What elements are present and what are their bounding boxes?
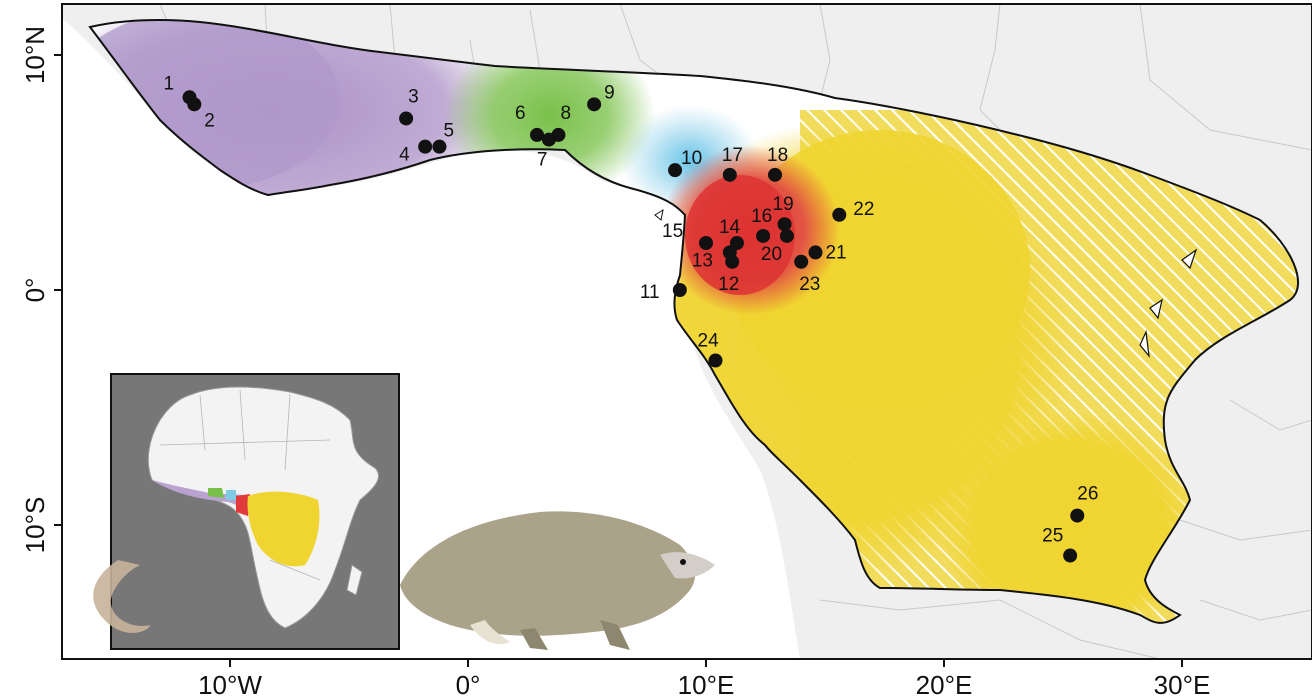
lon-tick-label: 0° xyxy=(456,670,481,700)
sampling-site-label: 17 xyxy=(722,145,743,166)
africa-inset-map xyxy=(110,373,400,650)
sampling-site-label: 7 xyxy=(537,150,548,171)
lat-tick-label: 0° xyxy=(20,278,50,303)
sampling-site-label: 25 xyxy=(1042,526,1063,547)
sampling-site-label: 9 xyxy=(604,82,615,103)
sampling-site-label: 12 xyxy=(718,274,739,295)
sampling-site-marker xyxy=(551,127,566,142)
sampling-site-marker xyxy=(777,217,792,232)
lon-tick-label: 20°E xyxy=(916,670,973,700)
sampling-site-marker xyxy=(699,236,713,250)
sampling-site-label: 6 xyxy=(515,103,526,124)
sampling-site-marker xyxy=(668,163,683,178)
sampling-site-label: 22 xyxy=(853,199,874,220)
sampling-site-label: 10 xyxy=(681,148,702,169)
sampling-site-label: 18 xyxy=(767,145,788,166)
lat-tick-label: 10°N xyxy=(20,26,50,84)
sampling-site-marker xyxy=(587,97,602,112)
lake-shape xyxy=(1181,248,1198,270)
sampling-site-label: 15 xyxy=(662,221,683,242)
pangolin-icon xyxy=(93,511,715,650)
island-shape xyxy=(654,208,664,221)
lon-tick-label: 30°E xyxy=(1154,670,1211,700)
sampling-site-marker xyxy=(530,127,545,142)
sampling-site-marker xyxy=(672,283,687,297)
sampling-site-marker xyxy=(794,254,809,269)
sampling-site-label: 14 xyxy=(719,217,741,238)
axis-ticks xyxy=(54,54,1183,667)
sampling-site-marker xyxy=(832,207,847,222)
sampling-site-marker xyxy=(187,97,202,112)
sampling-site-label: 5 xyxy=(443,121,454,142)
lon-tick-label: 10°W xyxy=(198,670,262,700)
sampling-site-label: 4 xyxy=(399,145,410,166)
sampling-site-marker xyxy=(779,228,794,243)
sampling-site-label: 1 xyxy=(164,73,175,94)
lat-tick-label: 10°S xyxy=(20,497,50,554)
sampling-site-marker xyxy=(399,111,414,126)
lake-shape xyxy=(1149,298,1163,320)
sampling-site-label: 13 xyxy=(692,250,713,271)
sampling-site-label: 8 xyxy=(560,103,571,124)
sampling-site-marker xyxy=(768,167,783,182)
sampling-site-label: 19 xyxy=(773,194,794,215)
sampling-site-marker xyxy=(708,353,723,368)
range-outline xyxy=(88,18,1300,624)
sampling-site-label: 2 xyxy=(204,110,215,131)
lake-shape xyxy=(1139,329,1150,358)
sampling-site-label: 16 xyxy=(751,206,772,227)
sampling-site-label: 20 xyxy=(761,244,782,265)
axis-labels: 10°W 0° 10°E 20°E 30°E 10°N 0° 10°S xyxy=(20,26,1210,700)
sampling-site-marker xyxy=(1070,508,1085,523)
sampling-site-marker xyxy=(1063,548,1078,563)
plot-frame xyxy=(61,3,1312,660)
sampling-site-label: 24 xyxy=(698,331,720,352)
sampling-site-marker xyxy=(432,139,447,154)
lon-tick-label: 10°E xyxy=(678,670,735,700)
sampling-site-marker xyxy=(729,236,744,250)
sampling-site-marker xyxy=(808,245,823,260)
sampling-site-label: 23 xyxy=(799,274,820,295)
sampling-site-label: 11 xyxy=(640,282,660,303)
sampling-site-marker xyxy=(418,139,433,154)
sampling-site-marker xyxy=(756,228,771,243)
sampling-site-label: 21 xyxy=(825,242,846,263)
sampling-site-marker xyxy=(722,167,737,182)
sampling-site-label: 26 xyxy=(1077,484,1098,505)
sampling-site-label: 3 xyxy=(408,86,419,107)
